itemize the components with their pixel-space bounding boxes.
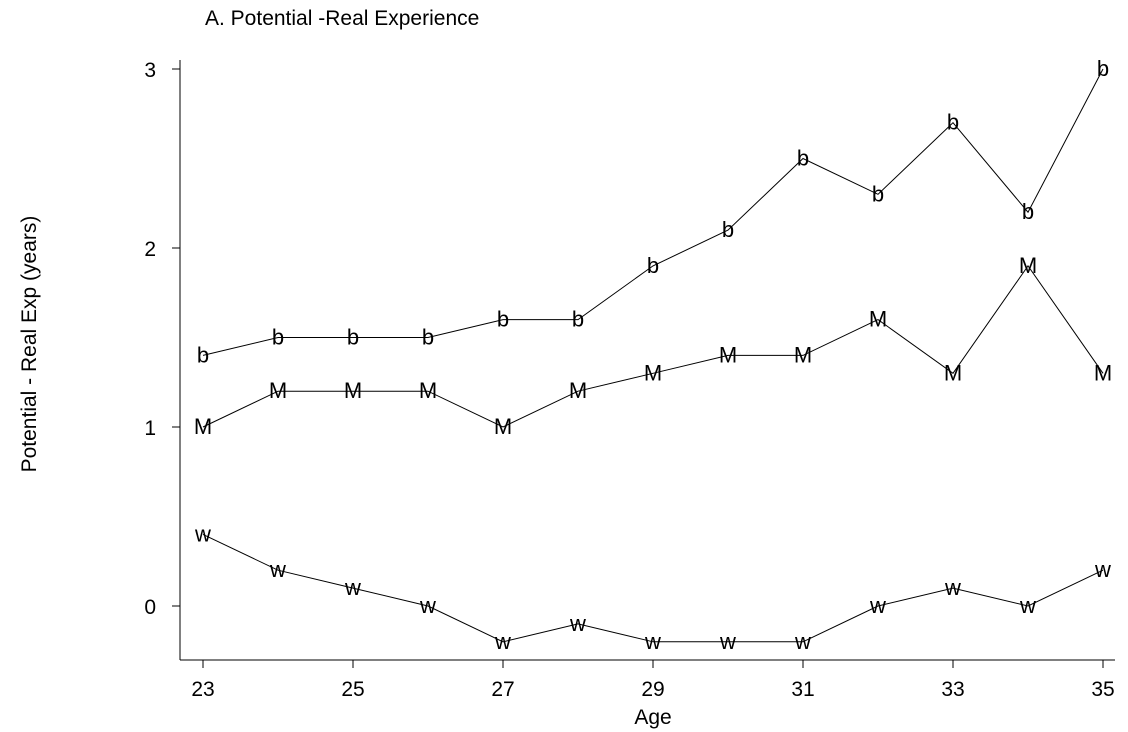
data-point-marker: w [644, 629, 661, 654]
y-tick-label: 1 [144, 417, 156, 440]
data-point-marker: w [719, 629, 736, 654]
data-point-marker: M [344, 378, 362, 403]
x-tick-label: 27 [491, 678, 514, 701]
data-point-marker: b [1022, 199, 1034, 224]
data-point-marker: b [1097, 56, 1109, 81]
data-point-marker: w [419, 593, 436, 618]
data-point-marker: b [947, 110, 959, 135]
data-point-marker: w [569, 611, 586, 636]
y-tick-label: 3 [144, 59, 156, 82]
data-point-marker: w [1094, 557, 1111, 582]
data-point-marker: w [944, 575, 961, 600]
data-point-marker: b [272, 325, 284, 350]
data-point-marker: M [794, 342, 812, 367]
data-point-marker: w [344, 575, 361, 600]
series-line-M [202, 265, 1104, 428]
data-point-marker: M [194, 414, 212, 439]
data-point-marker: b [722, 217, 734, 242]
y-tick-label: 2 [144, 238, 156, 261]
data-point-marker: w [1019, 593, 1036, 618]
series-line-b [202, 68, 1104, 356]
data-point-marker: M [569, 378, 587, 403]
data-point-marker: b [572, 307, 584, 332]
data-point-marker: M [1094, 360, 1112, 385]
data-point-marker: b [872, 181, 884, 206]
series-line-w [202, 533, 1104, 643]
data-point-marker: M [944, 360, 962, 385]
data-point-marker: M [494, 414, 512, 439]
data-point-marker: b [422, 325, 434, 350]
y-tick-label: 0 [144, 596, 156, 619]
data-point-marker: M [644, 360, 662, 385]
data-point-marker: w [269, 557, 286, 582]
x-tick-label: 29 [641, 678, 664, 701]
data-point-marker: w [794, 629, 811, 654]
x-axis-title: Age [634, 706, 671, 729]
x-tick-label: 35 [1091, 678, 1114, 701]
x-tick-label: 25 [341, 678, 364, 701]
x-tick-label: 23 [191, 678, 214, 701]
data-point-marker: w [494, 629, 511, 654]
data-point-marker: M [719, 342, 737, 367]
data-point-marker: b [197, 342, 209, 367]
data-point-marker: M [419, 378, 437, 403]
data-point-marker: w [194, 521, 211, 546]
y-axis-title: Potential - Real Exp (years) [18, 216, 41, 473]
chart-title: A. Potential -Real Experience [205, 7, 479, 30]
data-point-marker: b [797, 146, 809, 171]
data-point-marker: b [347, 325, 359, 350]
data-point-marker: M [269, 378, 287, 403]
data-point-marker: w [869, 593, 886, 618]
data-point-marker: b [647, 253, 659, 278]
x-tick-label: 33 [941, 678, 964, 701]
data-point-marker: b [497, 307, 509, 332]
data-point-marker: M [869, 307, 887, 332]
x-tick-label: 31 [791, 678, 814, 701]
data-point-marker: M [1019, 253, 1037, 278]
